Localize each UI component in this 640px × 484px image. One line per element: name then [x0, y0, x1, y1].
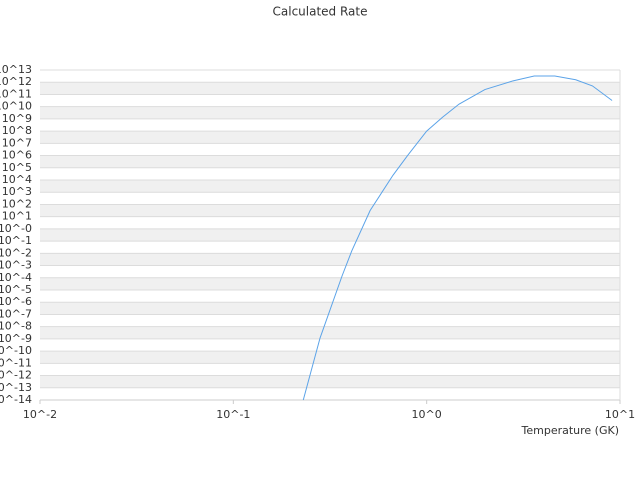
- y-tick-label: 10^-9: [0, 332, 32, 345]
- y-tick-label: 10^4: [2, 173, 32, 186]
- grid-band: [40, 180, 620, 193]
- y-tick-label: 10^-6: [0, 295, 32, 308]
- y-tick-label: 10^5: [2, 161, 32, 174]
- y-tick-label: 10^-11: [0, 356, 32, 369]
- y-tick-label: 10^6: [2, 149, 32, 162]
- y-tick-label: 10^-10: [0, 344, 32, 357]
- y-tick-label: 10^-3: [0, 259, 32, 272]
- y-tick-label: 10^-8: [0, 320, 32, 333]
- y-tick-label: 10^-2: [0, 246, 32, 259]
- y-tick-label: 10^10: [0, 100, 32, 113]
- x-tick-label: 10^-2: [23, 408, 57, 421]
- y-tick-label: 10^2: [2, 197, 32, 210]
- y-tick-label: 10^-13: [0, 381, 32, 394]
- grid-band: [40, 277, 620, 290]
- x-axis-label: Temperature (GK): [521, 424, 620, 437]
- y-tick-label: 10^-5: [0, 283, 32, 296]
- grid-band: [40, 106, 620, 119]
- y-tick-label: 10^8: [2, 124, 32, 137]
- grid-band: [40, 351, 620, 364]
- grid-band: [40, 228, 620, 242]
- y-tick-label: 10^13: [0, 63, 32, 76]
- grid-band: [40, 155, 620, 168]
- y-tick-label: 10^11: [0, 87, 32, 100]
- grid-band: [40, 326, 620, 339]
- chart-title: Calculated Rate: [273, 5, 368, 19]
- y-tick-label: 10^1: [2, 210, 32, 223]
- x-tick-label: 10^1: [605, 408, 635, 421]
- grid-band: [40, 204, 620, 217]
- x-tick-label: 10^-1: [216, 408, 250, 421]
- y-tick-label: 10^12: [0, 75, 32, 88]
- y-tick-label: 10^3: [2, 185, 32, 198]
- grid-band: [40, 375, 620, 388]
- grid-band: [40, 82, 620, 95]
- y-tick-label: 10^-1: [0, 234, 32, 247]
- grid-band: [40, 253, 620, 266]
- y-tick-label: 10^9: [2, 112, 32, 125]
- grid-band: [40, 302, 620, 315]
- y-tick-label: 10^7: [2, 136, 32, 149]
- y-tick-label: 10^-4: [0, 271, 32, 284]
- y-tick-label: 10^-12: [0, 369, 32, 382]
- x-tick-label: 10^0: [412, 408, 442, 421]
- y-tick-label: 10^-0: [0, 222, 32, 235]
- grid-band: [40, 131, 620, 144]
- y-tick-label: 10^-7: [0, 307, 32, 320]
- y-tick-label: 10^-14: [0, 393, 32, 406]
- data-line: [302, 75, 613, 401]
